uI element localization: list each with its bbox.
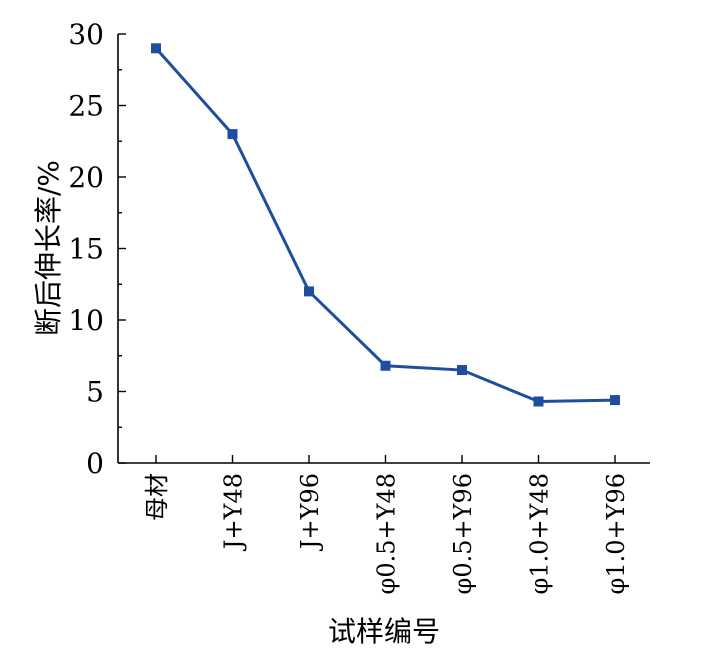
series-layer xyxy=(151,43,620,407)
y-tick-label: 25 xyxy=(68,90,104,123)
data-point xyxy=(457,365,467,376)
x-tick-label: φ1.0+Y48 xyxy=(526,473,554,594)
data-point xyxy=(227,129,238,140)
data-point xyxy=(304,286,314,297)
y-tick-label: 30 xyxy=(68,18,104,51)
series-line xyxy=(154,47,616,404)
data-point xyxy=(533,396,544,407)
y-tick-label: 10 xyxy=(68,304,104,337)
x-tick-label: J+Y96 xyxy=(296,473,324,552)
x-tick-label: φ0.5+Y48 xyxy=(373,473,401,594)
x-tick-label: 母材 xyxy=(143,473,171,521)
data-point xyxy=(380,360,391,371)
y-axis-title: 断后伸长率/% xyxy=(32,160,65,336)
y-tick-label: 5 xyxy=(86,376,104,409)
y-tick-label: 15 xyxy=(68,233,104,266)
y-tick-label: 20 xyxy=(68,161,104,194)
axes xyxy=(117,34,650,464)
data-point xyxy=(151,43,161,54)
x-tick-label: φ1.0+Y96 xyxy=(602,473,630,594)
y-tick-label: 0 xyxy=(86,447,104,480)
x-axis-title: 试样编号 xyxy=(328,615,440,648)
x-ticks: 母材 J+Y48 J+Y96 φ0.5+Y48 φ0.5+Y96 φ1.0+Y48 φ1.0… xyxy=(143,455,630,594)
y-ticks: 0 5 10 15 20 25 30 xyxy=(68,18,126,480)
x-tick-label: J+Y48 xyxy=(220,473,248,552)
x-tick-label: φ0.5+Y96 xyxy=(449,473,477,594)
data-point xyxy=(610,395,620,406)
